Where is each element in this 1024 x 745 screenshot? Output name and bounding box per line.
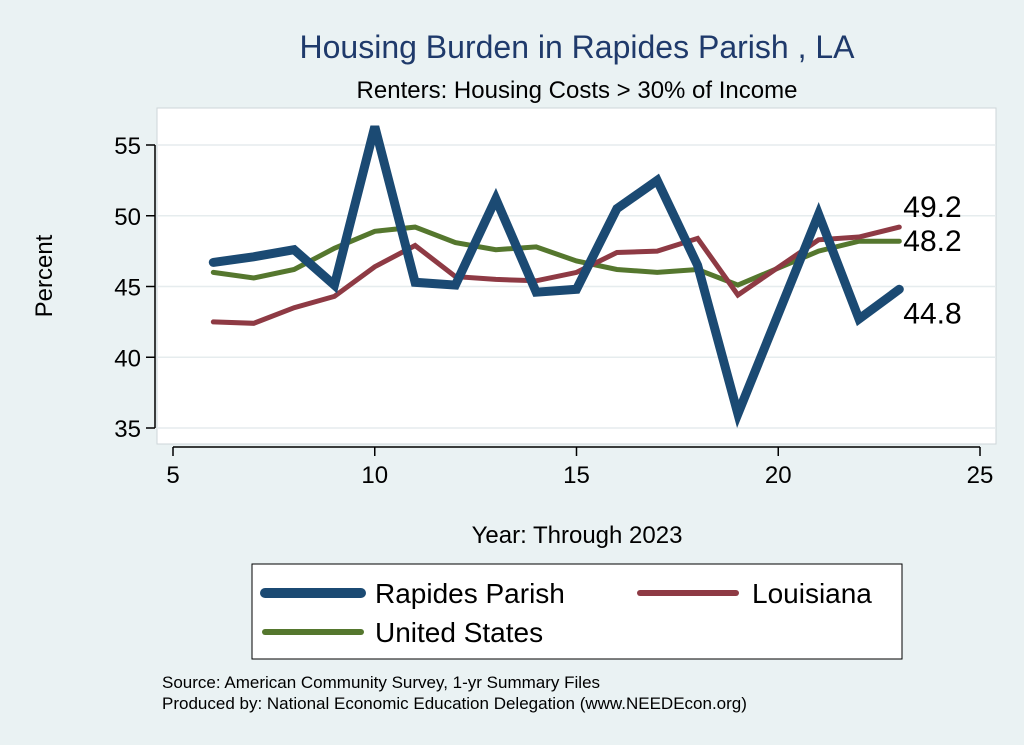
- series-line-rapides-parish: [208, 125, 904, 428]
- legend-label-united-states: United States: [375, 617, 543, 648]
- legend: Rapides Parish Louisiana United States: [260, 578, 872, 648]
- end-labels: 44.8 49.248.2: [903, 191, 961, 330]
- legend-box: [251, 563, 903, 660]
- legend-label-rapides-parish: Rapides Parish: [375, 578, 565, 609]
- y-tick-label-55: 55: [114, 133, 141, 160]
- end-label-rapides-parish: 44.8: [903, 297, 961, 330]
- chart-subtitle: Renters: Housing Costs > 30% of Income: [357, 77, 798, 104]
- series-lines: [208, 125, 904, 428]
- source-line-2: Produced by: National Economic Education…: [162, 694, 747, 713]
- x-tick-label-15: 15: [563, 462, 590, 489]
- plot-area: [156, 107, 997, 445]
- y-tick-label-50: 50: [114, 204, 141, 231]
- x-tick-label-25: 25: [967, 462, 994, 489]
- y-tick-label-40: 40: [114, 345, 141, 372]
- source-line-1: Source: American Community Survey, 1-yr …: [162, 673, 600, 692]
- chart-title: Housing Burden in Rapides Parish , LA: [300, 29, 856, 65]
- x-tick-label-10: 10: [361, 462, 388, 489]
- y-tick-label-45: 45: [114, 275, 141, 302]
- x-tick-label-5: 5: [166, 462, 179, 489]
- series-line-louisiana: [210, 224, 902, 326]
- end-label-united-states: 48.2: [903, 225, 961, 258]
- x-axis-title: Year: Through 2023: [472, 522, 683, 549]
- end-label-louisiana: 49.2: [903, 191, 961, 224]
- y-tick-label-35: 35: [114, 416, 141, 443]
- x-tick-label-20: 20: [765, 462, 792, 489]
- legend-label-louisiana: Louisiana: [752, 578, 872, 609]
- y-axis-title: Percent: [31, 234, 58, 317]
